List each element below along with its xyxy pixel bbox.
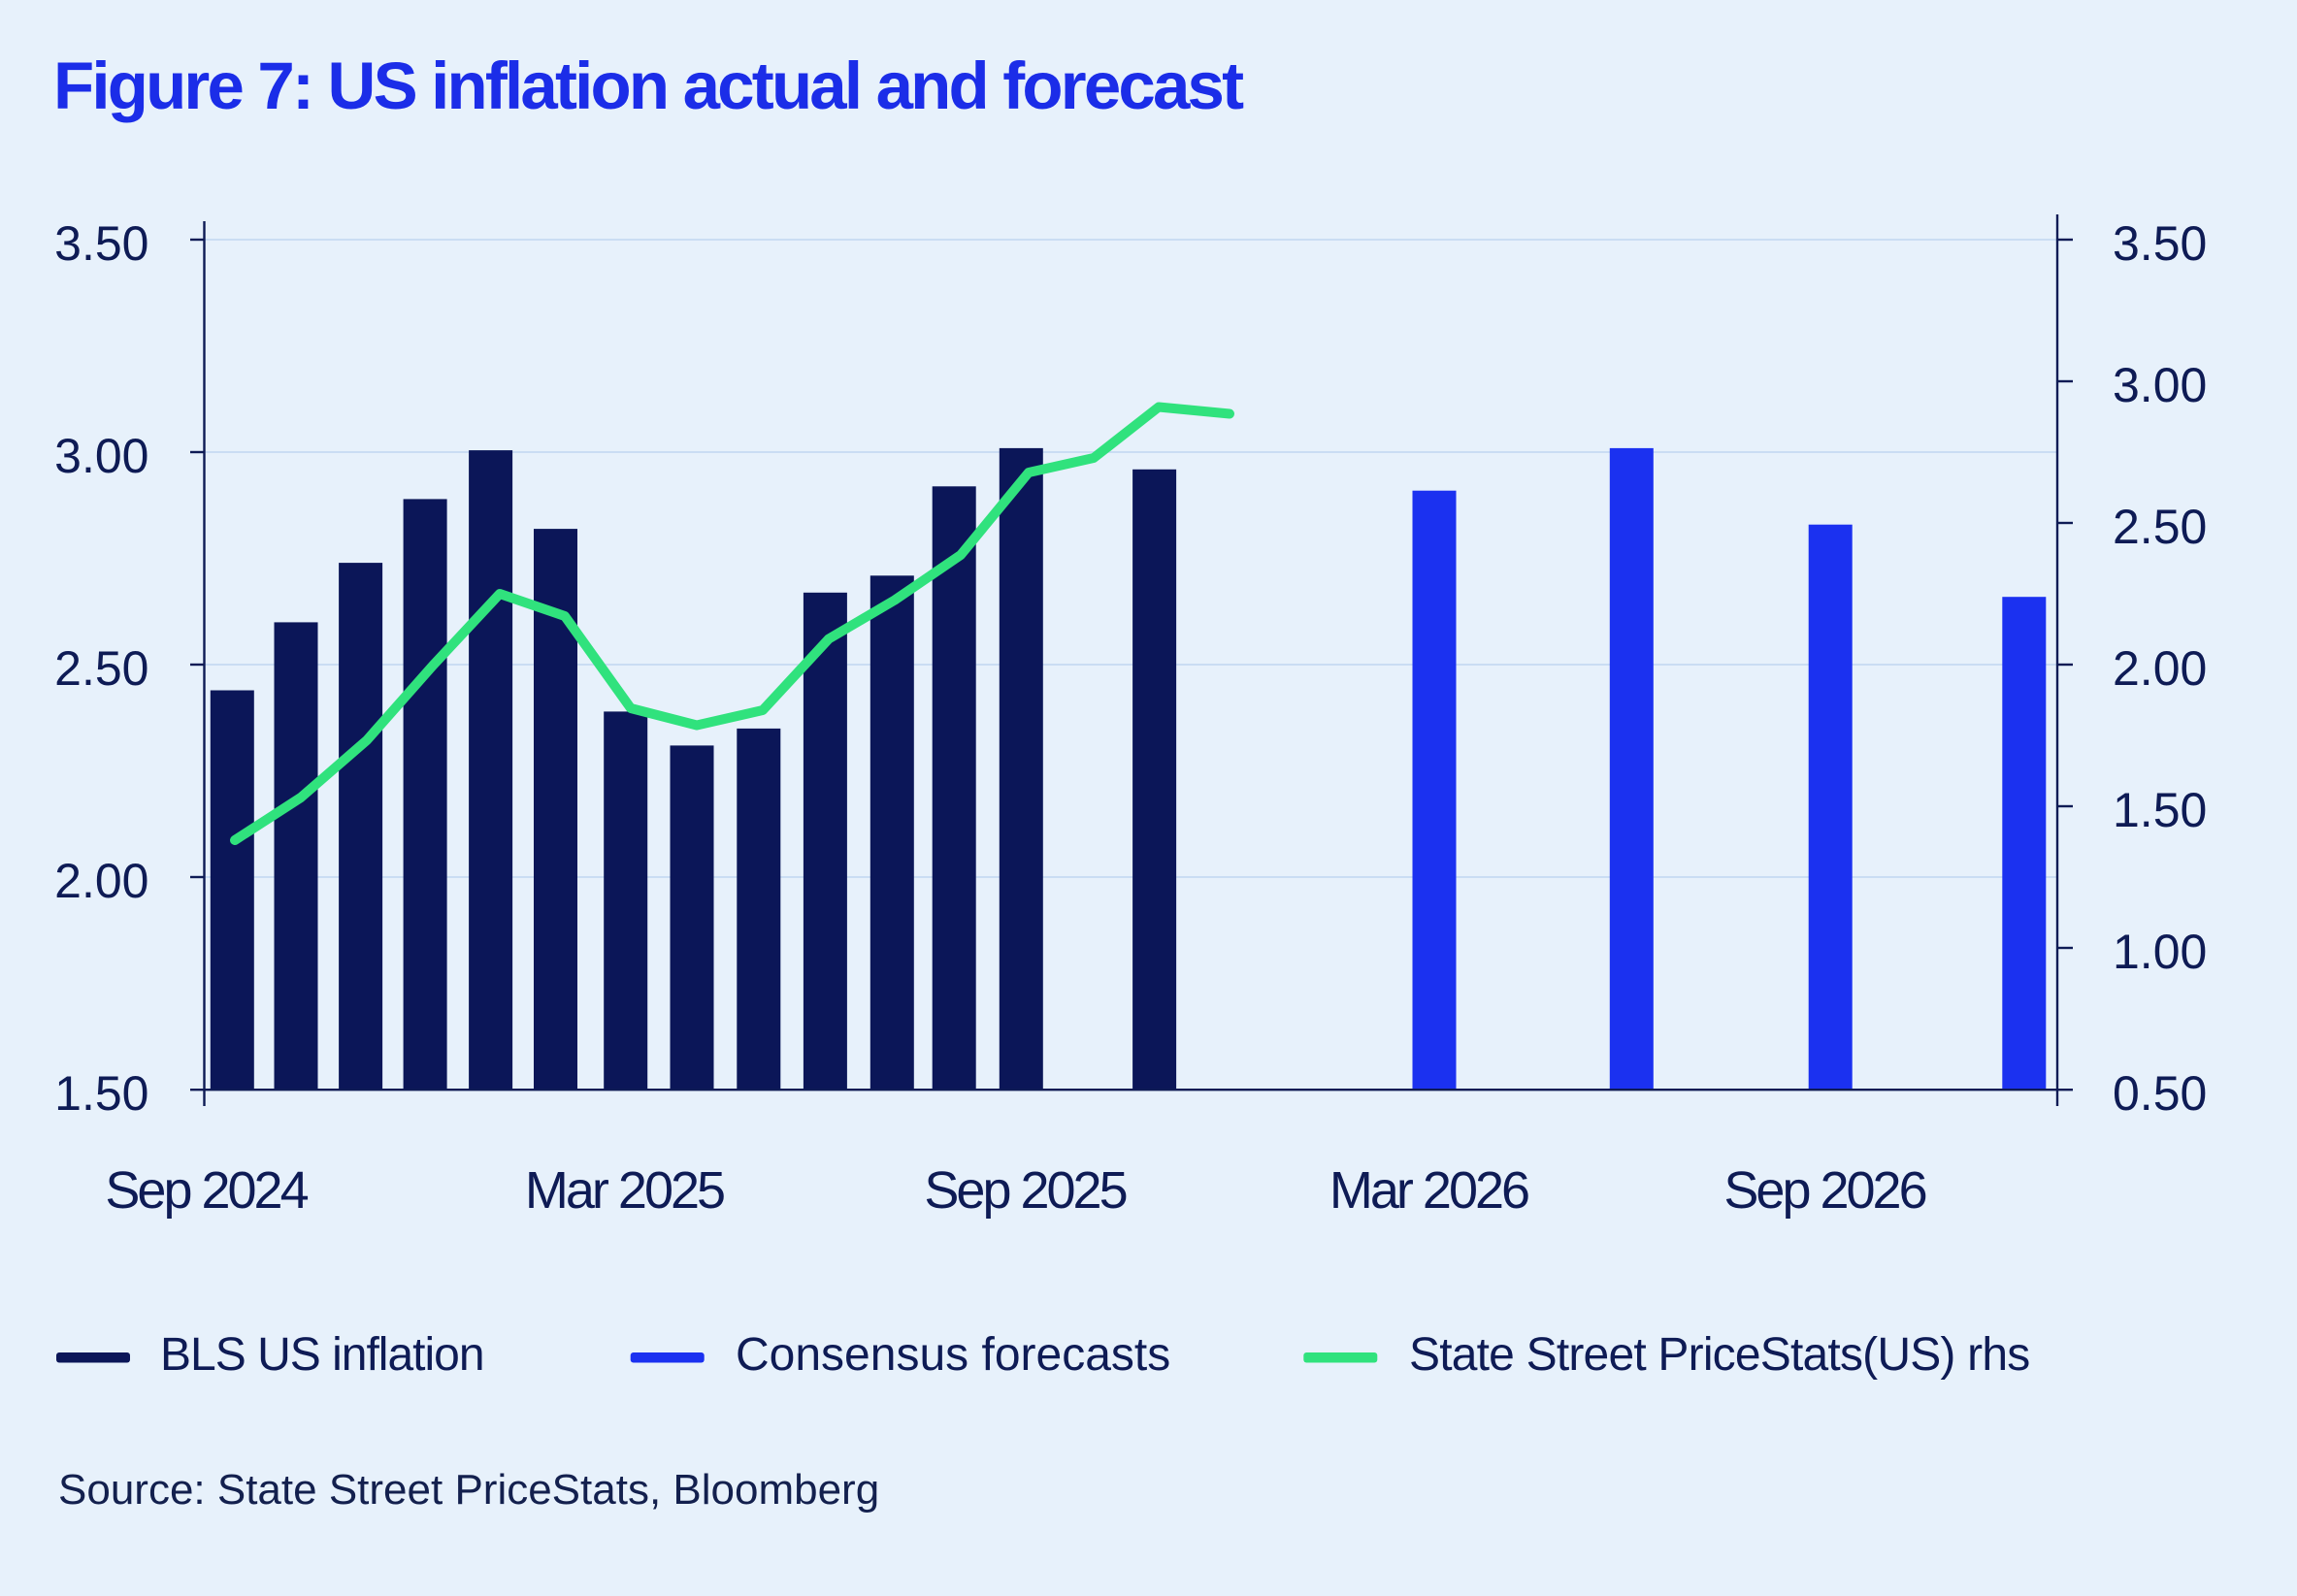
svg-text:Figure 7: US inflation actual: Figure 7: US inflation actual and foreca…: [53, 49, 1244, 123]
svg-text:Sep 2025: Sep 2025: [924, 1161, 1126, 1220]
svg-text:Sep 2024: Sep 2024: [105, 1161, 308, 1220]
svg-text:1.50: 1.50: [54, 1066, 148, 1121]
svg-text:2.50: 2.50: [2113, 500, 2207, 554]
svg-text:BLS US inflation: BLS US inflation: [160, 1329, 484, 1381]
svg-text:1.00: 1.00: [2113, 925, 2207, 979]
svg-text:2.50: 2.50: [54, 641, 148, 696]
svg-text:3.00: 3.00: [54, 429, 148, 483]
svg-text:Sep 2026: Sep 2026: [1723, 1161, 1925, 1220]
svg-text:Source: State Street PriceStat: Source: State Street PriceStats, Bloombe…: [58, 1466, 879, 1514]
svg-text:1.50: 1.50: [2113, 783, 2207, 837]
svg-text:Mar 2025: Mar 2025: [525, 1161, 724, 1220]
svg-text:3.50: 3.50: [54, 216, 148, 271]
svg-text:Mar 2026: Mar 2026: [1329, 1161, 1528, 1220]
svg-text:2.00: 2.00: [2113, 641, 2207, 696]
svg-text:State Street PriceStats(US) rh: State Street PriceStats(US) rhs: [1409, 1329, 2029, 1381]
svg-text:2.00: 2.00: [54, 854, 148, 908]
svg-text:3.00: 3.00: [2113, 358, 2207, 412]
svg-text:0.50: 0.50: [2113, 1066, 2207, 1121]
svg-text:Consensus forecasts: Consensus forecasts: [736, 1329, 1170, 1381]
svg-text:3.50: 3.50: [2113, 216, 2207, 271]
